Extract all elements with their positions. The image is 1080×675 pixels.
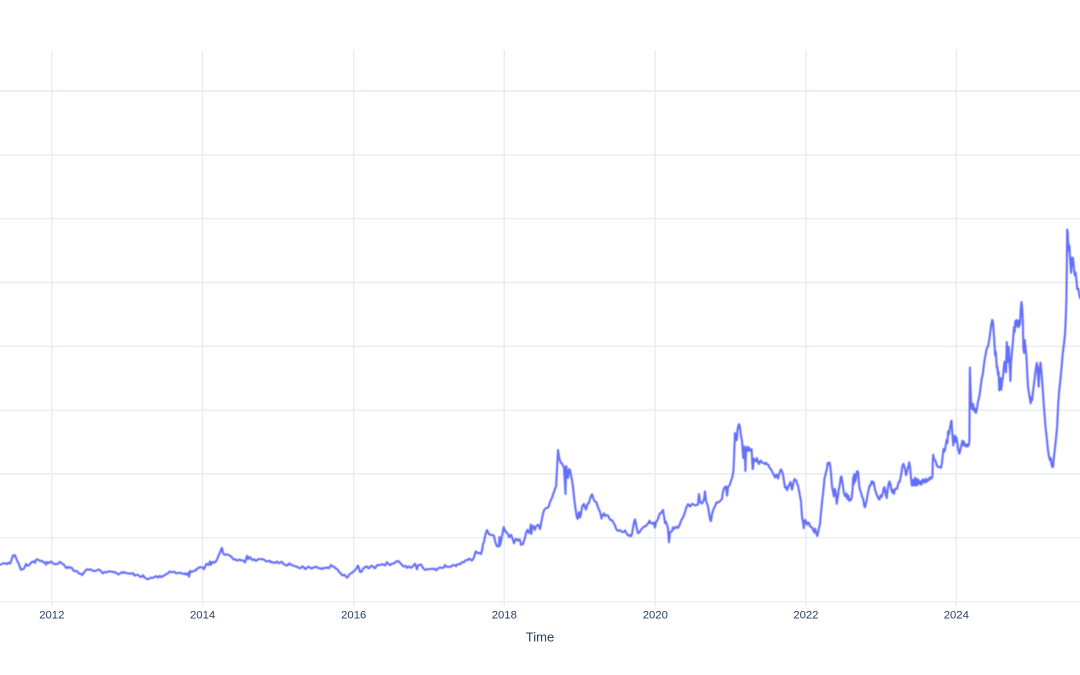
svg-text:2024: 2024 bbox=[944, 610, 969, 622]
svg-text:2018: 2018 bbox=[492, 610, 517, 622]
svg-text:Time: Time bbox=[526, 629, 554, 644]
svg-text:2016: 2016 bbox=[341, 610, 366, 622]
svg-text:2022: 2022 bbox=[793, 610, 818, 622]
svg-text:2020: 2020 bbox=[643, 610, 668, 622]
svg-text:2014: 2014 bbox=[190, 610, 215, 622]
svg-text:2012: 2012 bbox=[39, 610, 64, 622]
